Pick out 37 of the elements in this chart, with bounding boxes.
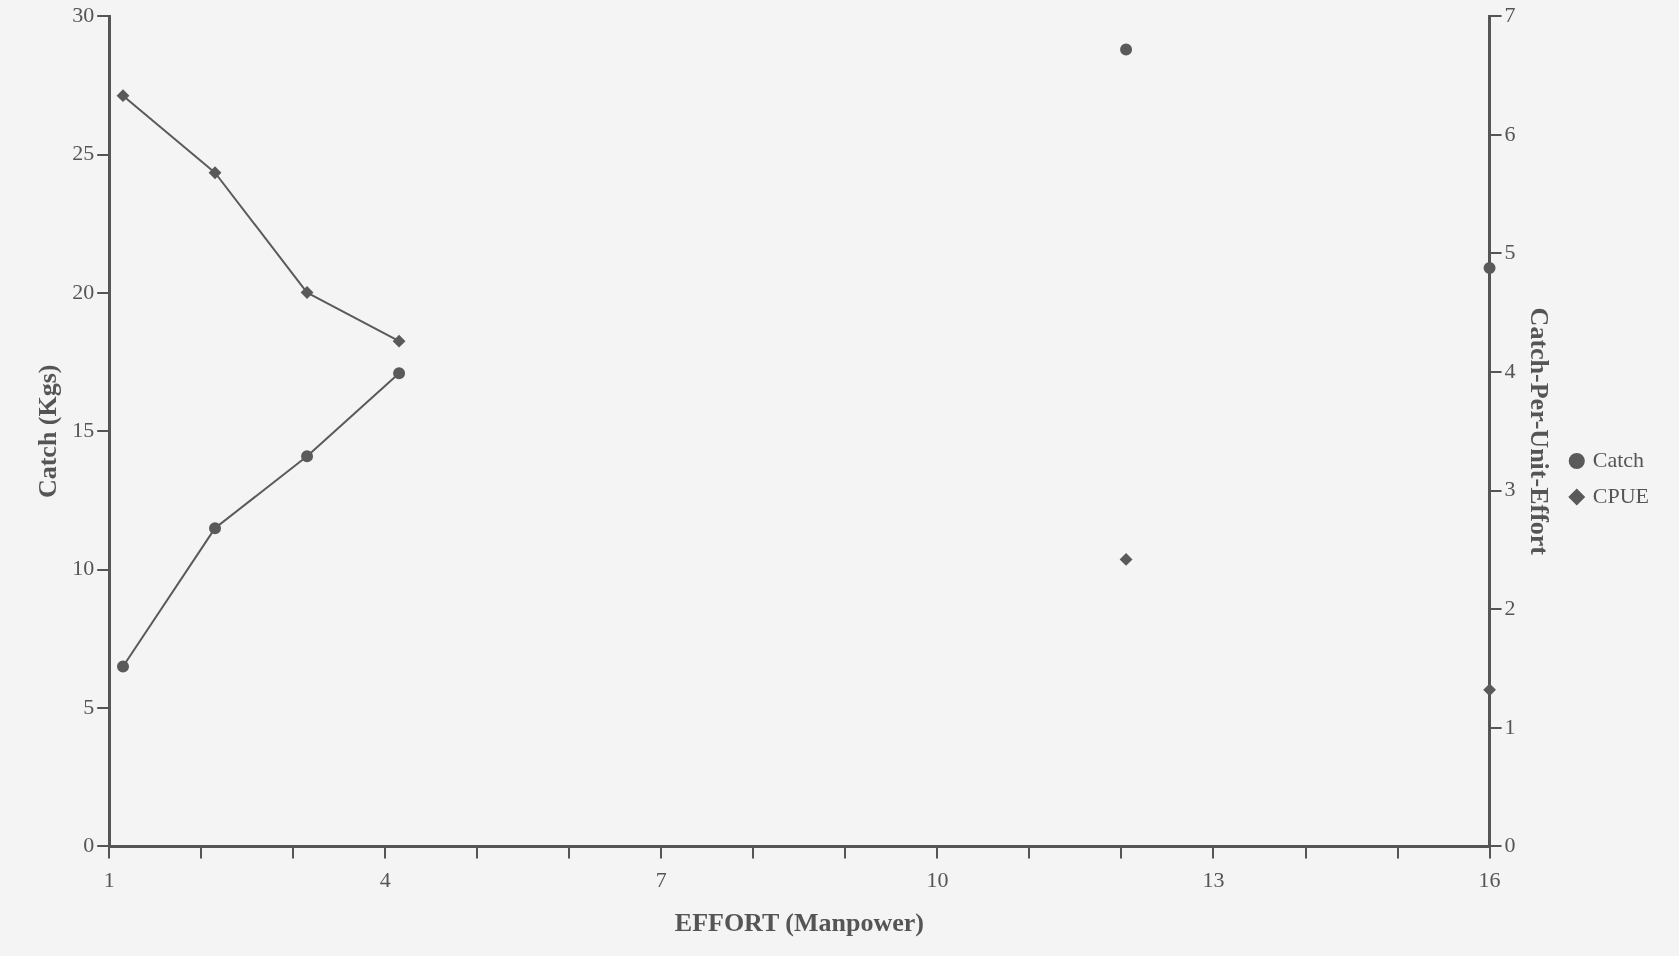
point [117,660,129,673]
x-tick-label: 13 [1202,867,1225,893]
point [1483,262,1496,275]
y2-tick-label: 5 [1504,239,1516,265]
x-tick-label: 16 [1478,867,1501,893]
y2-tick-label: 6 [1504,120,1516,146]
x-axis-title: EFFORT (Manpower) [674,908,924,938]
y-tick-label: 5 [83,693,95,719]
y2-tick-label: 0 [1504,832,1516,858]
point [1120,43,1133,56]
x-tick-label: 1 [103,867,115,893]
point [393,367,406,380]
y2-tick-label: 1 [1504,713,1516,739]
point [1120,553,1133,566]
legend-label: Catch [1592,446,1645,472]
y-axis-title: Catch (Kgs) [33,364,63,499]
x-tick-label: 4 [379,867,391,893]
y2-axis-title: Catch-Per-Unit-Effort [1525,307,1555,556]
y-tick-label: 20 [72,278,95,304]
point [393,335,406,348]
y2-tick-label: 4 [1504,357,1516,383]
legend-label: CPUE [1592,482,1650,508]
y2-tick-label: 7 [1504,1,1516,27]
x-tick-label: 10 [926,867,949,893]
point [301,286,314,299]
point [117,89,129,102]
y-tick-label: 30 [72,1,95,27]
y2-tick-label: 2 [1504,594,1516,620]
point [301,450,314,463]
y-tick-label: 10 [72,555,95,581]
y-tick-label: 0 [83,832,95,858]
y-tick-label: 25 [72,140,95,166]
y2-tick-label: 3 [1504,476,1516,502]
y-tick-label: 15 [72,417,95,443]
point [209,522,222,535]
x-tick-label: 7 [655,867,667,893]
point [209,166,222,179]
